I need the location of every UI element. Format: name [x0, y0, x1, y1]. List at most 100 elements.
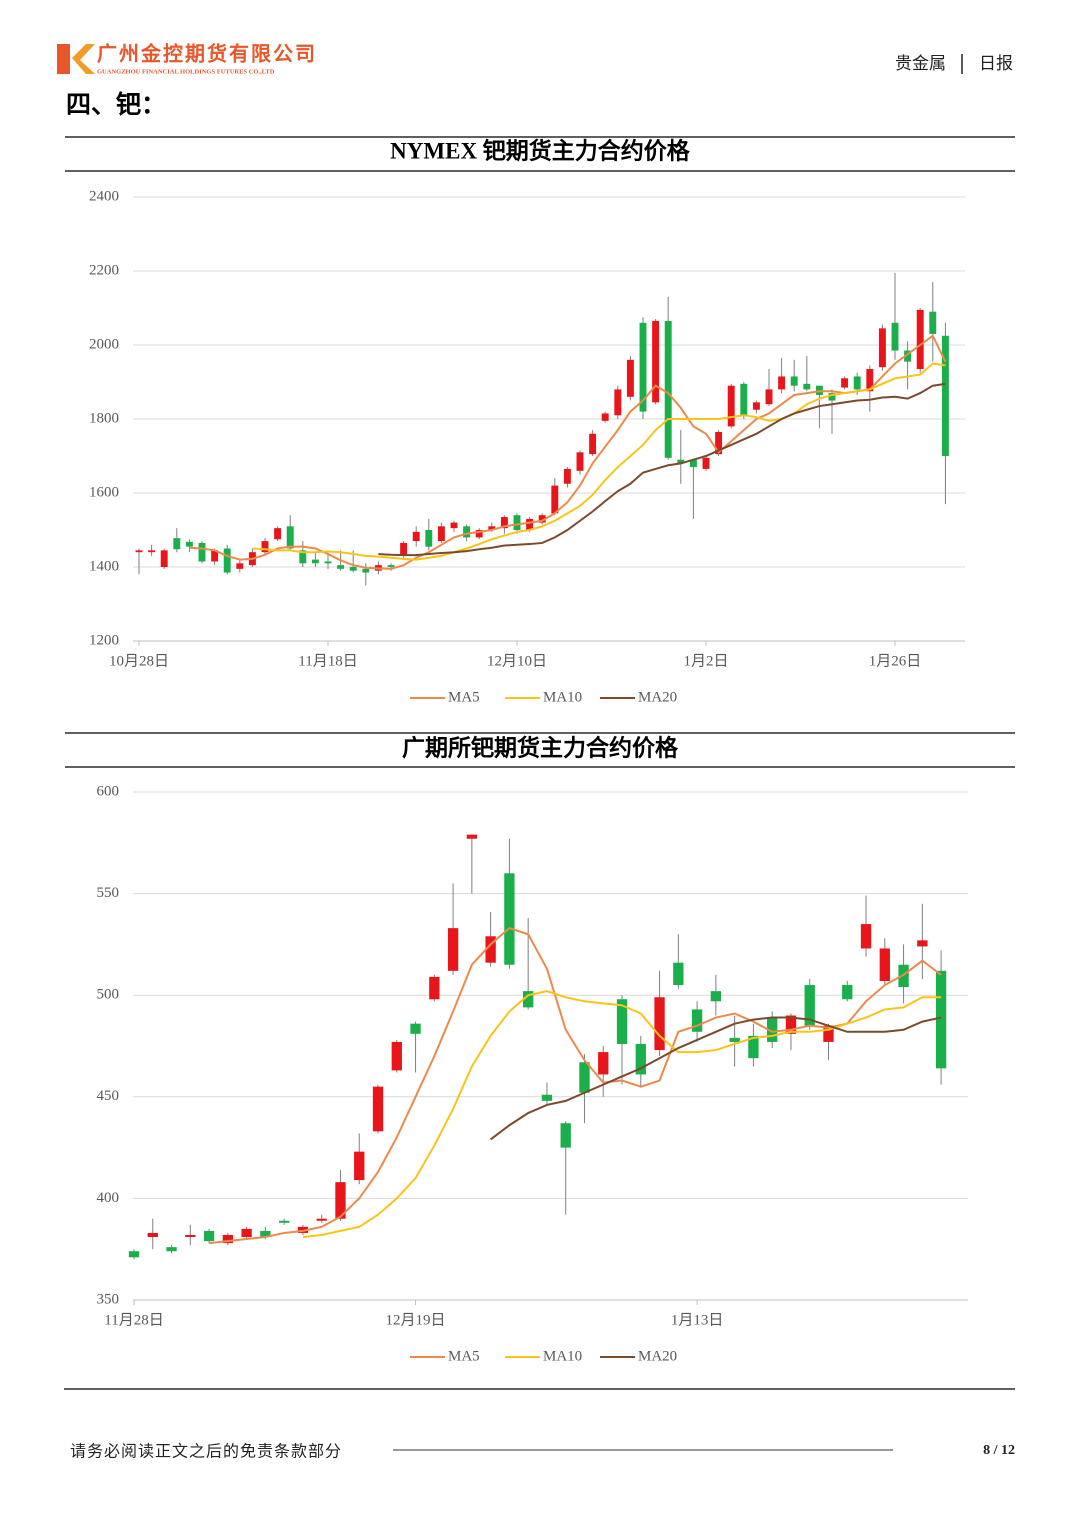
candle-body [222, 1234, 234, 1244]
x-tick-label: 12月19日 [386, 1312, 446, 1328]
candle-body [879, 948, 890, 981]
legend-label: MA10 [543, 689, 582, 705]
chart-title: 广期所钯期货主力合约价格 [402, 734, 679, 760]
candle-body [429, 976, 440, 1000]
candle-body [765, 389, 773, 405]
candle-body [223, 548, 231, 573]
candle-body [500, 517, 508, 529]
candle-body [677, 459, 685, 464]
candle-body [316, 1218, 327, 1221]
candle-body [400, 542, 408, 556]
candle-body [673, 962, 684, 986]
candle-body [853, 376, 861, 390]
legend-label: MA5 [448, 1348, 480, 1364]
candle-body [702, 457, 710, 469]
ma-line [189, 334, 947, 570]
candle-body [748, 1035, 759, 1059]
candle-body [463, 526, 471, 538]
x-tick-label: 10月28日 [109, 653, 169, 669]
candle-body [614, 389, 622, 416]
candle-body [391, 1041, 402, 1071]
candle-body [147, 1232, 158, 1238]
x-tick-label: 11月28日 [104, 1312, 163, 1328]
candle-body [579, 1062, 590, 1093]
candle-body [740, 383, 748, 416]
candle-body [654, 997, 665, 1051]
company-name-en: GUANGZHOU FINANCIAL HOLDINGS FUTURES CO.… [97, 68, 275, 75]
candle-body [166, 1247, 177, 1252]
y-tick-label: 550 [97, 885, 120, 901]
y-tick-label: 1400 [89, 558, 119, 574]
candle-body [354, 1151, 365, 1181]
y-tick-label: 450 [97, 1088, 120, 1104]
candle-body [790, 376, 798, 386]
y-tick-label: 350 [97, 1291, 120, 1307]
candle-body [337, 565, 345, 569]
candle-body [203, 1230, 215, 1242]
candle-body [504, 873, 515, 965]
candle-body [828, 393, 836, 401]
candle-body [513, 515, 521, 530]
candle-body [372, 1086, 384, 1132]
candle-body [916, 309, 924, 370]
y-tick-label: 1200 [89, 632, 119, 648]
candle-body [299, 550, 307, 564]
candle-body [929, 311, 937, 334]
candle-body [447, 928, 459, 971]
candle-body [538, 515, 546, 523]
candle-body [425, 530, 433, 547]
y-tick-label: 2200 [89, 262, 119, 278]
candle-body [652, 320, 660, 403]
header-category: 贵金属 [895, 54, 946, 74]
candle-body [261, 541, 269, 553]
candle-body [917, 940, 928, 947]
y-tick-label: 1600 [89, 484, 119, 500]
candle-body [241, 1228, 252, 1238]
candle-body [598, 1052, 609, 1075]
legend-label: MA20 [638, 689, 677, 705]
candle-body [941, 335, 949, 456]
candle-body [450, 522, 458, 529]
candle-body [173, 538, 181, 550]
candle-body [541, 1094, 553, 1101]
candle-body [274, 528, 282, 540]
candle-body [691, 1009, 703, 1032]
candle-body [160, 550, 168, 567]
footer-disclaimer: 请务必阅读正文之后的免责条款部分 [70, 1442, 342, 1461]
candle-body [576, 452, 584, 471]
logo-k-stem [57, 44, 70, 74]
candle-body [148, 550, 156, 553]
candle-body [866, 369, 874, 392]
candle-body [236, 563, 244, 569]
candle-body [689, 459, 697, 468]
y-tick-label: 2400 [89, 188, 119, 204]
candle-body [626, 359, 634, 397]
candle-body [128, 1251, 140, 1258]
candle-body [260, 1230, 271, 1238]
candle-body [860, 924, 872, 949]
legend-label: MA20 [638, 1348, 677, 1364]
candle-body [349, 567, 357, 571]
candle-body [639, 322, 647, 412]
candle-body [437, 526, 445, 542]
candle-body [526, 518, 534, 530]
candle-body [198, 542, 206, 562]
candle-body [710, 991, 722, 1002]
x-tick-label: 12月10日 [487, 653, 547, 669]
candle-body [823, 1025, 834, 1042]
candle-body [311, 559, 319, 564]
candle-body [185, 1234, 196, 1238]
candle-body [589, 433, 597, 455]
section-title: 四、钯： [66, 90, 166, 119]
logo-k-arm [72, 44, 95, 74]
candle-body [842, 985, 853, 1000]
candle-body [601, 413, 609, 421]
candle-body [185, 541, 193, 547]
candle-body [878, 328, 886, 368]
ma-line [490, 1016, 942, 1141]
candle-body [211, 550, 219, 562]
candle-body [410, 1023, 421, 1034]
candle-body [804, 985, 815, 1026]
candle-body [551, 485, 559, 514]
